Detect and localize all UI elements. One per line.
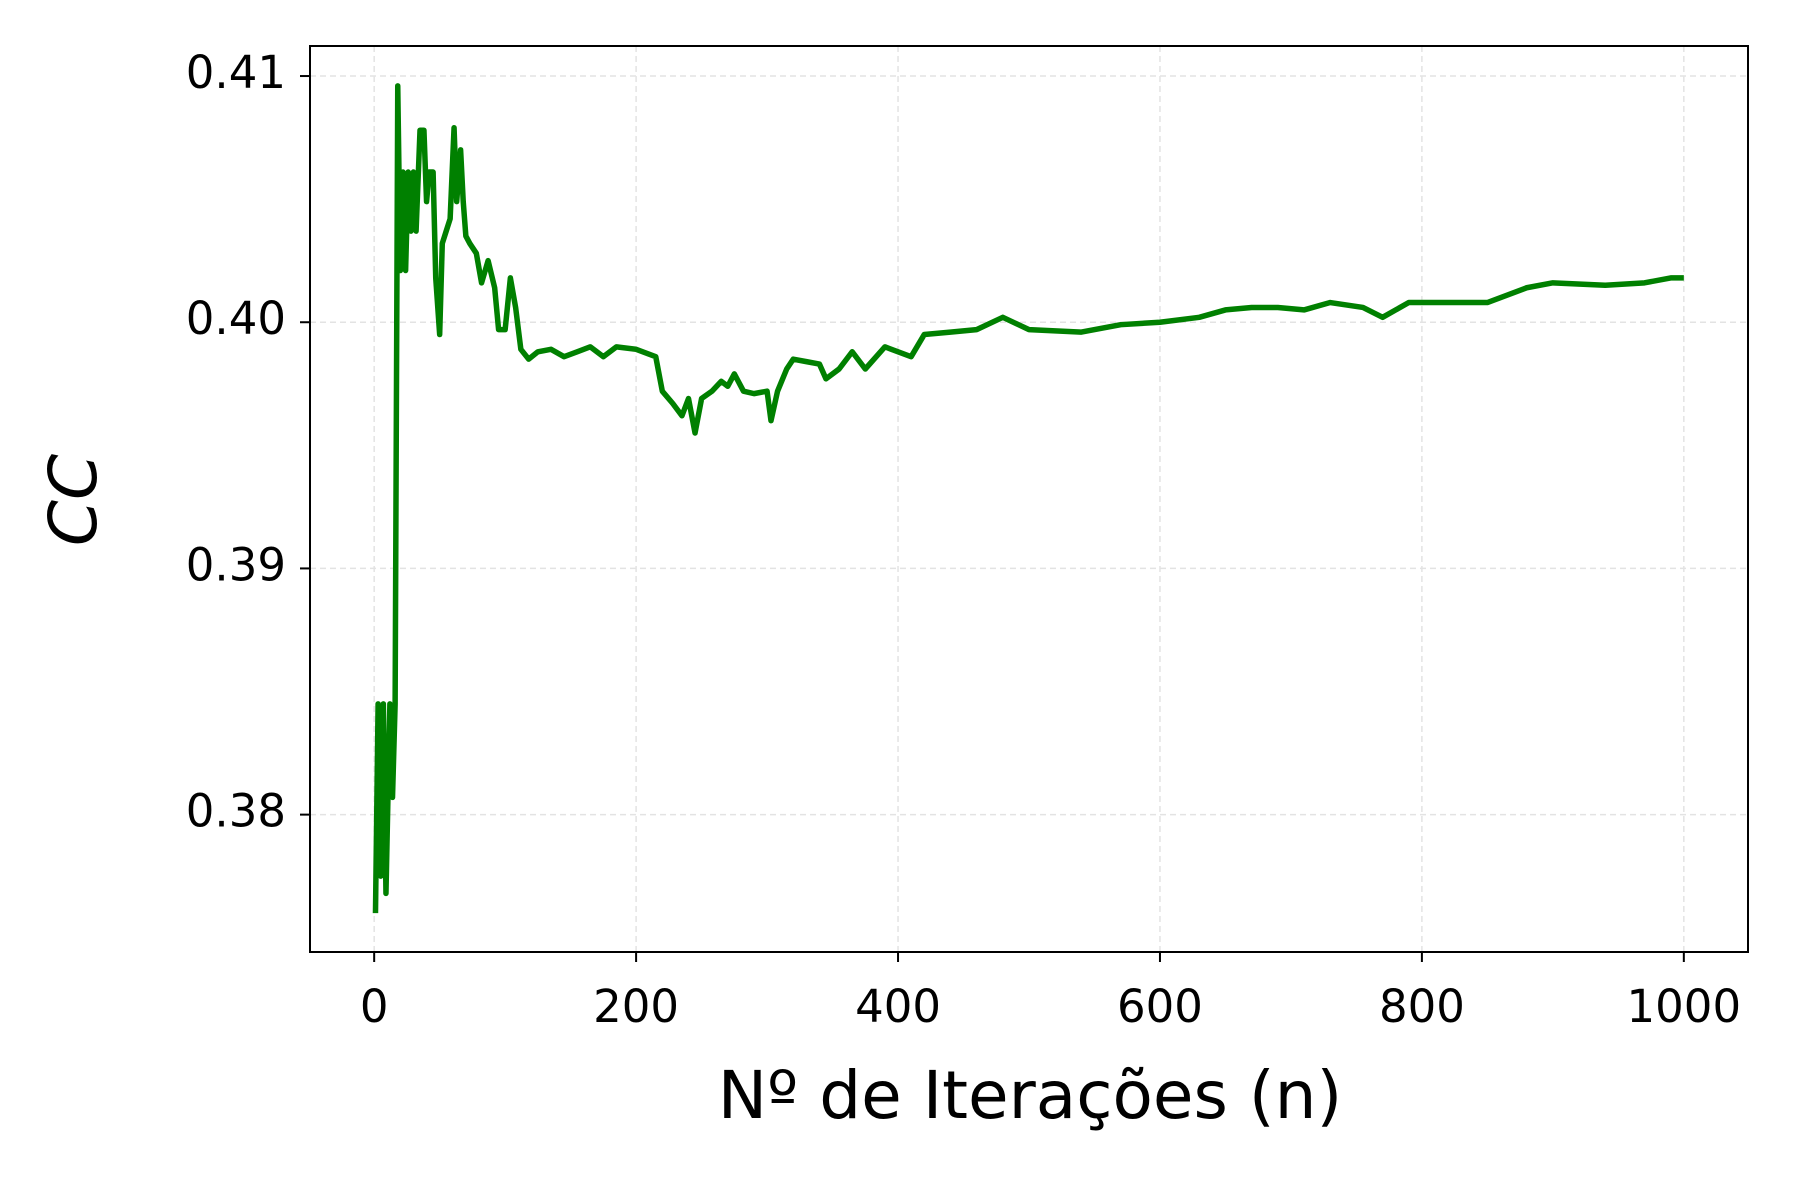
y-axis-label: CC xyxy=(35,454,112,546)
x-tick-label: 600 xyxy=(1117,980,1203,1033)
y-tick-label: 0.41 xyxy=(186,46,286,99)
y-tick-label: 0.38 xyxy=(186,785,286,838)
x-tick-label: 200 xyxy=(593,980,679,1033)
x-tick-label: 1000 xyxy=(1627,980,1742,1033)
y-tick-label: 0.40 xyxy=(186,292,286,345)
x-tick-label: 800 xyxy=(1379,980,1465,1033)
y-tick-label: 0.39 xyxy=(186,538,286,591)
x-tick-label: 400 xyxy=(855,980,941,1033)
x-axis-label: Nº de Iterações (n) xyxy=(718,1057,1342,1134)
plot-frame xyxy=(309,45,1749,953)
x-tick-label: 0 xyxy=(360,980,389,1033)
data-line xyxy=(372,83,1684,914)
